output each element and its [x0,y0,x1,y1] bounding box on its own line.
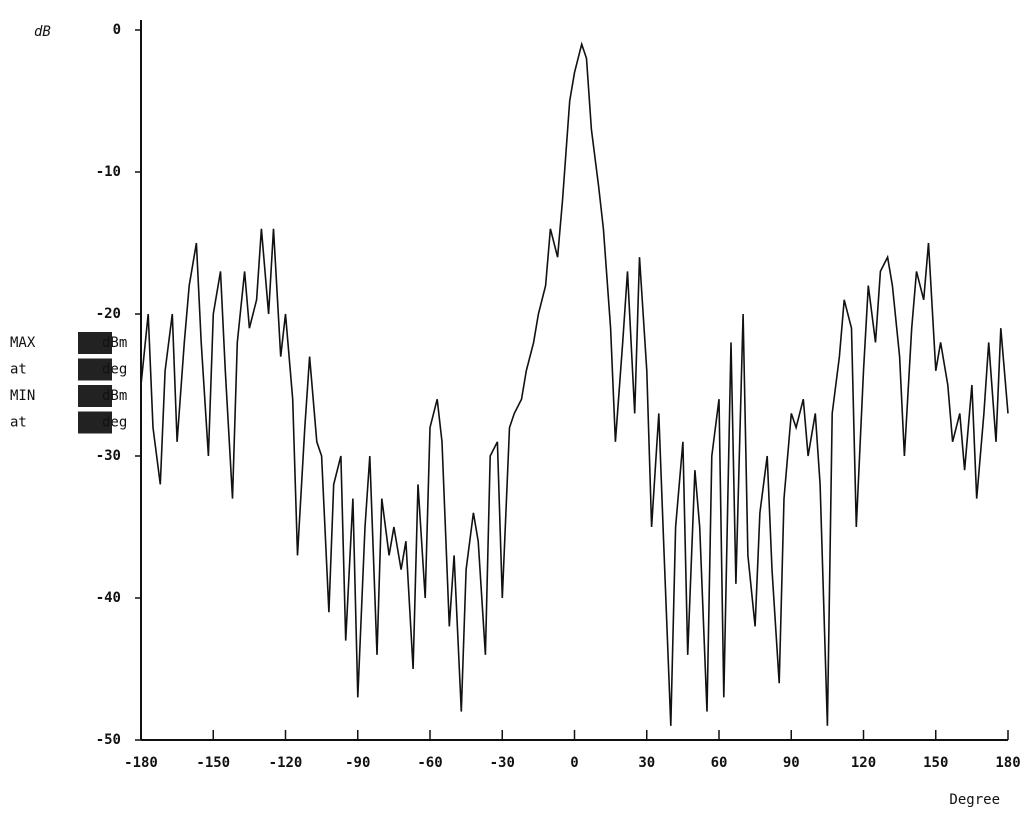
readout-label: at [10,415,27,431]
y-tick-label: -20 [96,306,121,322]
y-tick-label: -50 [96,732,121,748]
readout-unit: dBm [102,388,127,404]
data-line [140,41,1009,726]
readout-label: MIN [10,388,35,404]
y-tick-label: -40 [96,590,121,606]
x-tick-label: -180 [124,755,158,771]
y-tick-label: 0 [113,22,121,38]
x-tick-label: 60 [711,755,728,771]
readout-label: at [10,362,27,378]
readout-value-box [78,385,112,407]
readout-value-box [78,332,112,354]
readout-label: MAX [10,335,36,351]
readout-value-box [78,358,112,381]
x-tick-label: 180 [995,755,1020,771]
x-tick-label: -60 [417,755,442,771]
readout-unit: dBm [102,335,127,351]
readout-unit: deg [102,415,127,431]
x-tick-label: -30 [490,755,515,771]
readout-value-box [78,411,112,434]
y-tick-label: -10 [96,164,121,180]
y-axis-label: dB [34,24,51,40]
x-tick-label: -150 [196,755,230,771]
x-tick-label: -120 [269,755,303,771]
x-tick-label: 90 [783,755,800,771]
x-tick-label: 0 [570,755,578,771]
x-tick-label: -90 [345,755,370,771]
x-tick-label: 120 [851,755,876,771]
x-tick-label: 150 [923,755,948,771]
x-tick-label: 30 [638,755,655,771]
readout-unit: deg [102,362,127,378]
x-axis-label: Degree [949,792,1000,808]
y-tick-label: -30 [96,448,121,464]
